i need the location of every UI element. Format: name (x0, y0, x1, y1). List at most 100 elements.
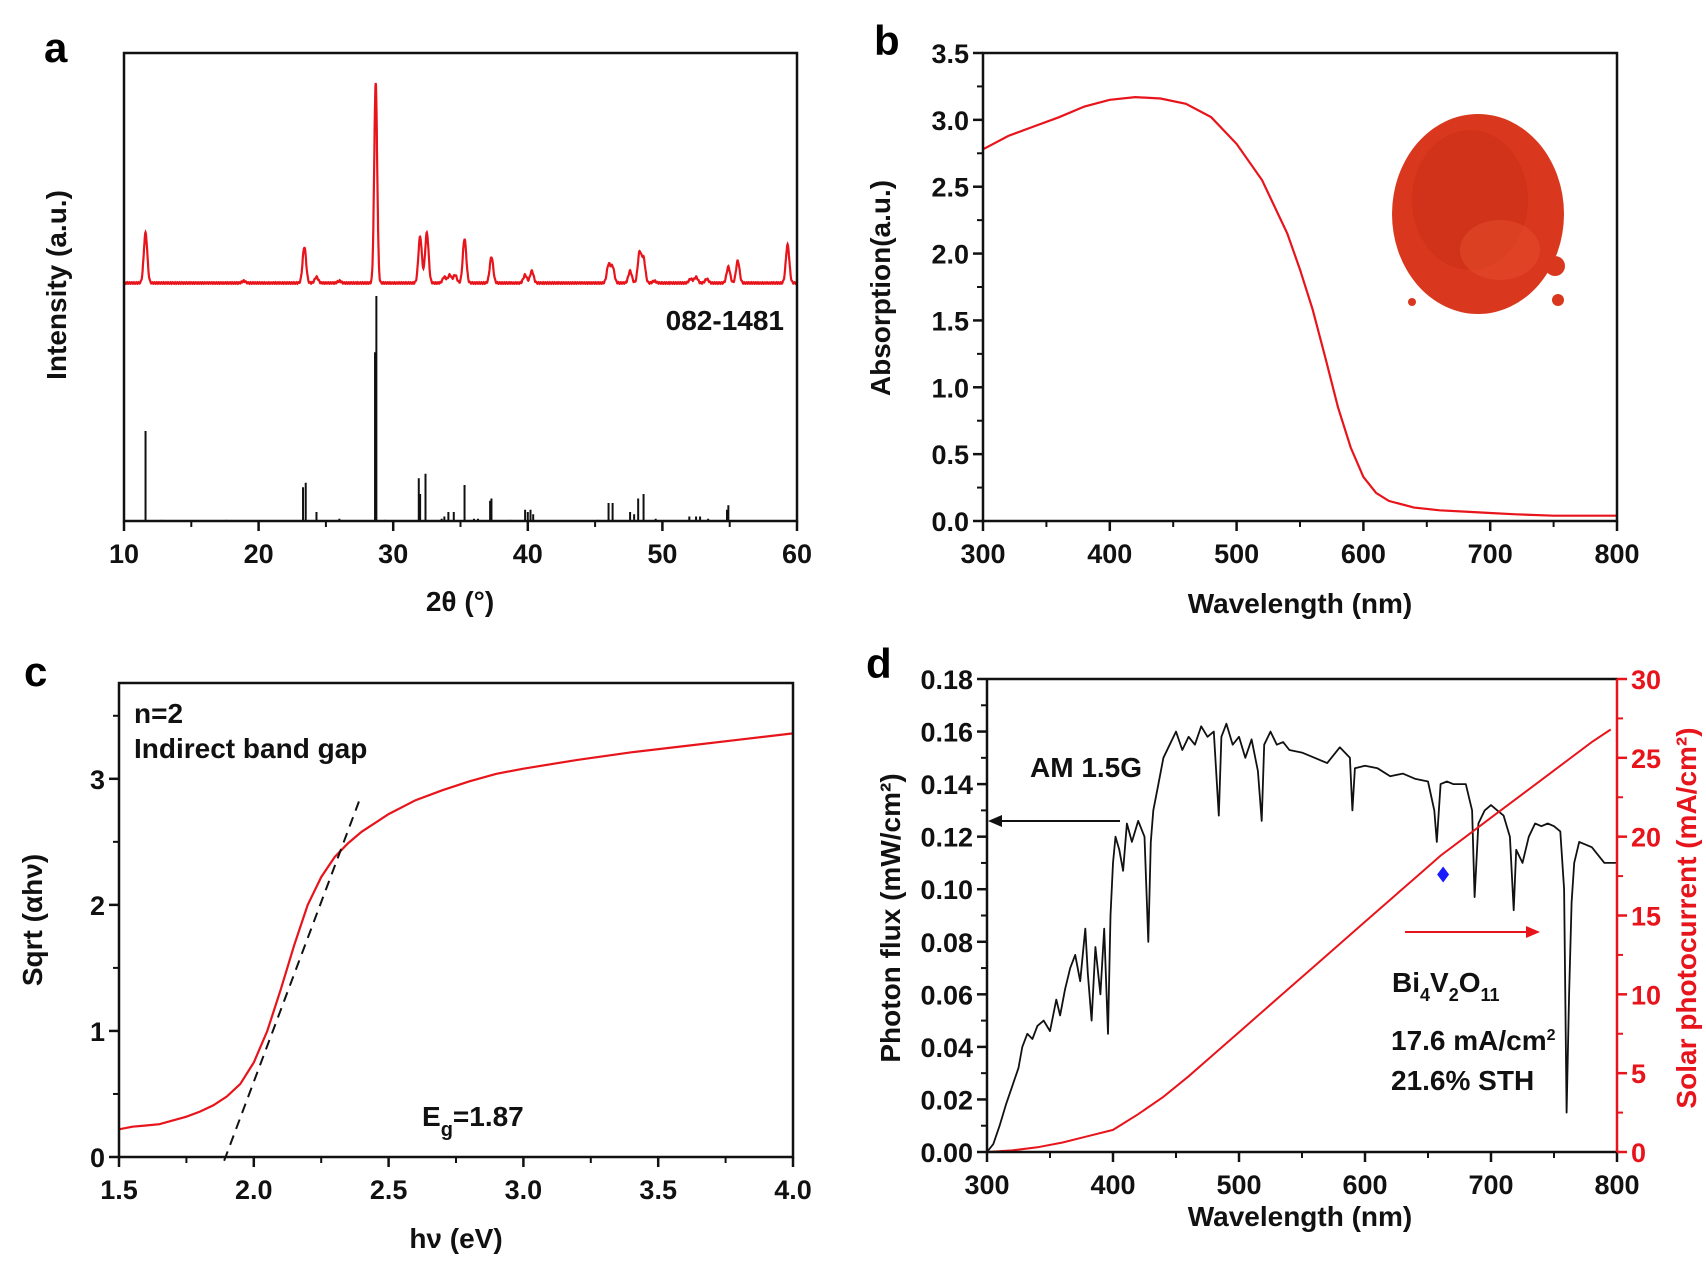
panel-b-x-tick-label: 800 (1594, 539, 1639, 569)
panel-d-y-right-tick-label: 20 (1631, 823, 1661, 853)
powder-fragment (1552, 294, 1564, 306)
sample-xrd-line (123, 82, 798, 286)
panel-c-x-tick-label: 4.0 (774, 1175, 812, 1205)
panel-b-x-tick-label: 300 (960, 539, 1005, 569)
panel-c-x-tick-label: 3.0 (505, 1175, 543, 1205)
panel-b-absorption-chart: 300 400 500 600 700 800 0.0 0.5 1.0 1.5 2.0 2.5 3.0 3… (865, 39, 1640, 619)
linear-fit-dashed-line (223, 801, 360, 1162)
panel-a-x-tick-label: 10 (109, 539, 139, 569)
band-gap-value-label: Eg=1.87 (422, 1101, 524, 1141)
left-arrow (988, 815, 1120, 827)
tauc-curve-line (118, 732, 794, 1131)
panel-a-y-axis-title: Intensity (a.u.) (41, 190, 72, 380)
panel-c-y-axis-title: Sqrt (αhν) (17, 854, 48, 986)
panel-b-y-tick-label: 2.0 (931, 240, 969, 270)
photocurrent-value: 17.6 mA/cm2 (1391, 1025, 1556, 1056)
panel-c-y-tick-label: 1 (90, 1017, 105, 1047)
sth-efficiency-value: 21.6% STH (1391, 1065, 1534, 1096)
am15g-flux-line (986, 722, 1617, 1153)
panel-b-x-tick-label: 400 (1087, 539, 1132, 569)
panel-c-y-tick-label: 2 (90, 891, 105, 921)
eg-value: =1.87 (453, 1101, 524, 1132)
right-arrow-head (1526, 926, 1540, 938)
panel-b-y-tick-label: 2.5 (931, 173, 969, 203)
panel-b-x-axis-title: Wavelength (nm) (1188, 588, 1413, 619)
photocurrent-sup: 2 (1547, 1027, 1556, 1044)
panel-d-y-right-tick-label: 0 (1631, 1138, 1646, 1168)
panel-c-x-tick-label: 1.5 (100, 1175, 138, 1205)
formula-sub-4: 4 (1420, 985, 1430, 1005)
panel-d-x-tick-label: 700 (1468, 1170, 1513, 1200)
formula-o: O (1459, 967, 1481, 998)
panel-d-x-tick-label: 600 (1342, 1170, 1387, 1200)
panel-a-letter: a (44, 24, 68, 71)
formula-v: V (1430, 967, 1449, 998)
panel-a-x-tick-label: 40 (513, 539, 543, 569)
powder-fragment (1545, 256, 1565, 276)
panel-c-letter: c (24, 648, 47, 695)
panel-d-y-left-tick-label: 0.10 (920, 875, 973, 905)
panel-d-y-right-tick-label: 10 (1631, 980, 1661, 1010)
panel-c-x-tick-label: 3.5 (639, 1175, 677, 1205)
panel-d-y-left-tick-label: 0.00 (920, 1138, 973, 1168)
panel-b-y-tick-label: 1.5 (931, 306, 969, 336)
panel-d-left-axis-title: Photon flux (mW/cm²) (875, 773, 906, 1062)
photocurrent-text: 17.6 mA/cm (1391, 1025, 1547, 1056)
panel-d-y-left-tick-label: 0.14 (920, 770, 973, 800)
panel-d-y-left-tick-label: 0.02 (920, 1085, 973, 1115)
panel-d-y-right-tick-label: 30 (1631, 665, 1661, 695)
panel-c-y-tick-label: 0 (90, 1143, 105, 1173)
powder-photo-inset (1392, 114, 1565, 314)
panel-a-x-axis-title: 2θ (°) (426, 586, 494, 617)
panel-a-x-tick-label: 30 (378, 539, 408, 569)
panel-d-right-axis-title: Solar photocurrent (mA/cm²) (1671, 727, 1702, 1108)
panel-d-y-left-tick-label: 0.06 (920, 980, 973, 1010)
panel-b-y-tick-label: 3.5 (931, 39, 969, 69)
eg-subscript: g (441, 1119, 453, 1141)
formula-sub-11: 11 (1481, 985, 1500, 1005)
am15g-label: AM 1.5G (1030, 752, 1142, 783)
material-formula: Bi4V2O11 (1392, 967, 1500, 1005)
panel-b-y-tick-label: 0.5 (931, 440, 969, 470)
panel-a-xrd-chart: 10 20 30 40 50 60 082-1481 2θ (°) Intensity (… (41, 51, 812, 617)
panel-a-x-tick-label: 20 (244, 539, 274, 569)
panel-a-x-tick-label: 60 (782, 539, 812, 569)
panel-b-y-tick-label: 1.0 (931, 373, 969, 403)
eg-symbol: E (422, 1101, 441, 1132)
panel-d-x-axis-title: Wavelength (nm) (1188, 1201, 1413, 1232)
panel-d-y-left-tick-label: 0.16 (920, 718, 973, 748)
powder-highlight (1460, 220, 1540, 280)
band-gap-type-label: Indirect band gap (134, 733, 367, 764)
panel-b-y-tick-label: 0.0 (931, 507, 969, 537)
panel-d-y-left-tick-label: 0.04 (920, 1033, 973, 1063)
absorption-line (982, 95, 1617, 517)
panel-d-x-tick-label: 400 (1090, 1170, 1135, 1200)
powder-fragment (1437, 291, 1443, 297)
panel-d-x-tick-label: 800 (1594, 1170, 1639, 1200)
panel-b-x-tick-label: 600 (1341, 539, 1386, 569)
panel-a-x-tick-label: 50 (647, 539, 677, 569)
left-arrow-head (988, 815, 1002, 827)
panel-b-y-axis-title: Absorption(a.u.) (865, 180, 896, 396)
panel-d-y-left-tick-label: 0.08 (920, 928, 973, 958)
photocurrent-line (986, 728, 1612, 1153)
panel-d-x-tick-label: 500 (1216, 1170, 1261, 1200)
panel-a-plot-frame (122, 51, 799, 523)
panel-d-x-tick-label: 300 (964, 1170, 1009, 1200)
panel-c-x-tick-label: 2.0 (235, 1175, 273, 1205)
panel-b-y-tick-label: 3.0 (931, 106, 969, 136)
panel-c-x-tick-label: 2.5 (370, 1175, 408, 1205)
panel-c-tauc-chart: 1.5 2.0 2.5 3.0 3.5 4.0 0 1 2 3 n=2 Indirect band… (17, 681, 812, 1254)
panel-d-y-right-tick-label: 25 (1631, 744, 1661, 774)
panel-d-y-left-tick-label: 0.18 (920, 665, 973, 695)
panel-d-letter: d (866, 640, 892, 687)
powder-fragment (1408, 298, 1416, 306)
panel-d-solar-chart: 300 400 500 600 700 8000.000.020.040.060.080.… (875, 665, 1702, 1232)
panel-c-y-tick-label: 3 (90, 765, 105, 795)
formula-bi: Bi (1392, 967, 1420, 998)
panel-d-y-right-tick-label: 5 (1631, 1059, 1646, 1089)
right-arrow (1405, 926, 1540, 938)
panel-d-y-left-tick-label: 0.12 (920, 823, 973, 853)
n-value-label: n=2 (134, 698, 183, 729)
